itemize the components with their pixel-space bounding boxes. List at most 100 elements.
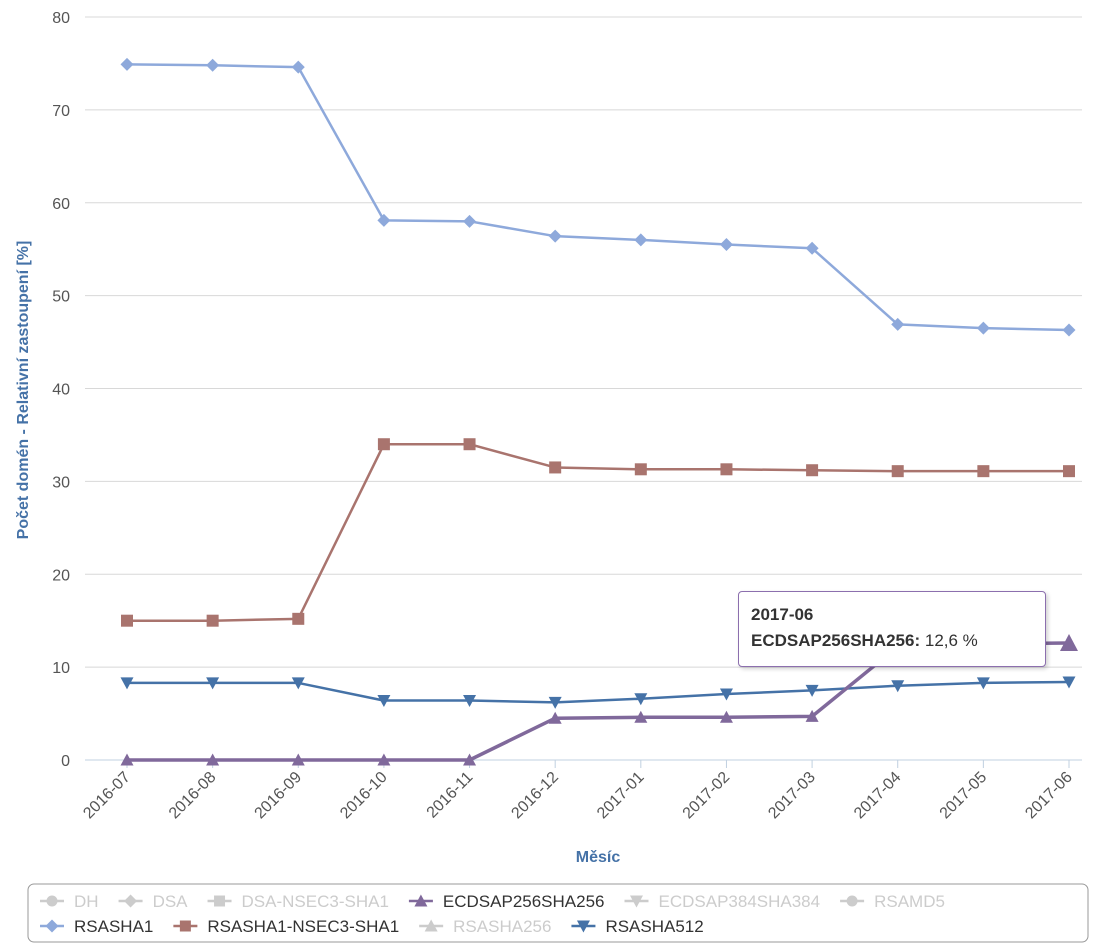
data-point-rsasha1-nsec3-sha1: [292, 612, 305, 625]
data-point-rsasha1: [377, 213, 391, 227]
legend-item-dh[interactable]: DH: [40, 892, 99, 911]
x-tick-label: 2016-09: [252, 769, 306, 823]
data-point-ecdsap256sha256: [377, 753, 391, 766]
legend-item-ecdsap256sha256[interactable]: ECDSAP256SHA256: [408, 892, 605, 911]
data-point-rsasha1: [120, 57, 134, 71]
legend-label: DH: [74, 892, 99, 911]
legend-item-rsasha1-nsec3-sha1[interactable]: RSASHA1-NSEC3-SHA1: [173, 917, 399, 936]
data-point-ecdsap256sha256: [206, 753, 220, 766]
data-point-rsasha512: [634, 693, 648, 706]
legend-marker-icon: [846, 895, 858, 907]
data-point-rsasha1-nsec3-sha1: [463, 438, 476, 451]
legend-label: DSA: [153, 892, 189, 911]
y-tick-label: 20: [52, 567, 70, 584]
legend-marker-icon: [576, 920, 590, 933]
data-point-ecdsap256sha256: [1060, 633, 1078, 651]
legend-label: ECDSAP256SHA256: [443, 892, 605, 911]
x-tick-label: 2016-11: [424, 769, 477, 822]
data-point-rsasha1-nsec3-sha1: [891, 465, 904, 478]
gridlines: [85, 16, 1082, 761]
data-point-rsasha1-nsec3-sha1: [206, 614, 219, 627]
legend-label: DSA-NSEC3-SHA1: [242, 892, 389, 911]
data-point-rsasha1: [634, 233, 648, 247]
tooltip-value: 12,6 %: [924, 631, 978, 650]
data-point-ecdsap256sha256: [120, 753, 134, 766]
legend: DH DSA DSA-NSEC3-SHA1 ECDSAP256SHA256 ECDSAP…: [40, 892, 945, 936]
y-tick-label: 30: [52, 474, 70, 491]
data-point-rsasha1-nsec3-sha1: [977, 465, 990, 478]
legend-item-dsa-nsec3-sha1[interactable]: DSA-NSEC3-SHA1: [207, 892, 389, 911]
legend-item-rsasha512[interactable]: RSASHA512: [571, 917, 704, 936]
x-tick-label: 2016-08: [166, 769, 220, 823]
data-point-rsasha1: [805, 241, 819, 255]
data-point-rsasha1-nsec3-sha1: [720, 463, 733, 476]
x-tick-label: 2017-01: [594, 769, 648, 823]
legend-item-dsa[interactable]: DSA: [118, 892, 189, 911]
data-point-rsasha512: [206, 677, 220, 690]
data-point-rsasha512: [291, 677, 305, 690]
data-point-rsasha1-nsec3-sha1: [1063, 465, 1075, 478]
data-point-rsasha1: [1062, 323, 1076, 337]
x-tick-label: 2016-12: [508, 769, 562, 823]
data-point-rsasha1: [463, 214, 477, 228]
legend-item-rsamd5[interactable]: RSAMD5: [840, 892, 945, 911]
data-point-rsasha1-nsec3-sha1: [377, 438, 390, 451]
legend-label: RSAMD5: [874, 892, 945, 911]
x-tick-label: 2017-03: [765, 769, 819, 823]
data-point-rsasha512: [976, 677, 990, 690]
series-lines: [126, 63, 1070, 762]
y-axis-title: Počet domén - Relativní zastoupení [%]: [15, 241, 32, 540]
x-tick-label: 2017-04: [851, 769, 905, 823]
y-tick-label: 50: [52, 289, 70, 306]
y-tick-label: 10: [52, 660, 70, 677]
legend-label: RSASHA1: [74, 917, 153, 936]
legend-label: RSASHA1-NSEC3-SHA1: [207, 917, 399, 936]
x-tick-label: 2017-06: [1022, 769, 1076, 823]
legend-item-rsasha256[interactable]: RSASHA256: [419, 917, 551, 936]
data-point-ecdsap256sha256: [291, 753, 305, 766]
legend-label: RSASHA256: [453, 917, 551, 936]
data-point-ecdsap256sha256: [634, 710, 648, 723]
x-axis-ticks: 2016-07 2016-08 2016-09 2016-10 2016-11 2016-…: [80, 760, 1076, 822]
data-point-ecdsap256sha256: [719, 710, 733, 723]
data-point-rsasha512: [805, 684, 819, 697]
y-tick-label: 40: [52, 382, 70, 399]
legend-box: [27, 883, 1089, 943]
x-axis-title: Měsíc: [576, 849, 621, 866]
legend-marker-icon: [45, 919, 59, 933]
legend-marker-icon: [630, 895, 643, 908]
legend-marker-icon: [214, 895, 226, 907]
data-point-rsasha1: [291, 60, 305, 74]
data-point-rsasha1-nsec3-sha1: [549, 461, 562, 474]
data-point-rsasha512: [548, 696, 562, 709]
series-line-rsasha512: [127, 680, 1070, 704]
data-point-rsasha1: [891, 317, 905, 331]
data-point-rsasha1-nsec3-sha1: [806, 464, 819, 477]
series-line-rsasha1: [126, 63, 1070, 332]
data-point-rsasha1: [719, 238, 733, 252]
y-tick-label: 0: [61, 753, 70, 770]
x-tick-label: 2017-02: [680, 769, 734, 823]
data-point-rsasha1-nsec3-sha1: [634, 463, 647, 476]
legend-marker-icon: [124, 894, 138, 908]
data-point-rsasha512: [463, 695, 477, 708]
data-point-rsasha512: [377, 695, 391, 708]
x-tick-label: 2017-05: [937, 769, 991, 823]
tooltip-date: 2017-06: [751, 605, 814, 624]
data-point-rsasha512: [891, 680, 905, 693]
legend-label: RSASHA512: [605, 917, 703, 936]
legend-marker-icon: [424, 919, 438, 932]
legend-marker-icon: [179, 920, 191, 932]
x-tick-label: 2016-07: [80, 769, 134, 823]
y-tick-label: 60: [52, 196, 70, 213]
data-point-ecdsap256sha256: [805, 709, 819, 722]
data-point-rsasha1: [206, 58, 220, 72]
legend-marker-icon: [414, 894, 428, 907]
legend-item-rsasha1[interactable]: RSASHA1: [40, 917, 153, 936]
tooltip: 2017-06 ECDSAP256SHA256: 12,6 %: [738, 591, 1046, 667]
data-point-rsasha512: [719, 688, 733, 701]
series-points: [120, 57, 1078, 766]
legend-marker-icon: [46, 895, 58, 907]
legend-item-ecdsap384sha384[interactable]: ECDSAP384SHA384: [624, 892, 821, 911]
